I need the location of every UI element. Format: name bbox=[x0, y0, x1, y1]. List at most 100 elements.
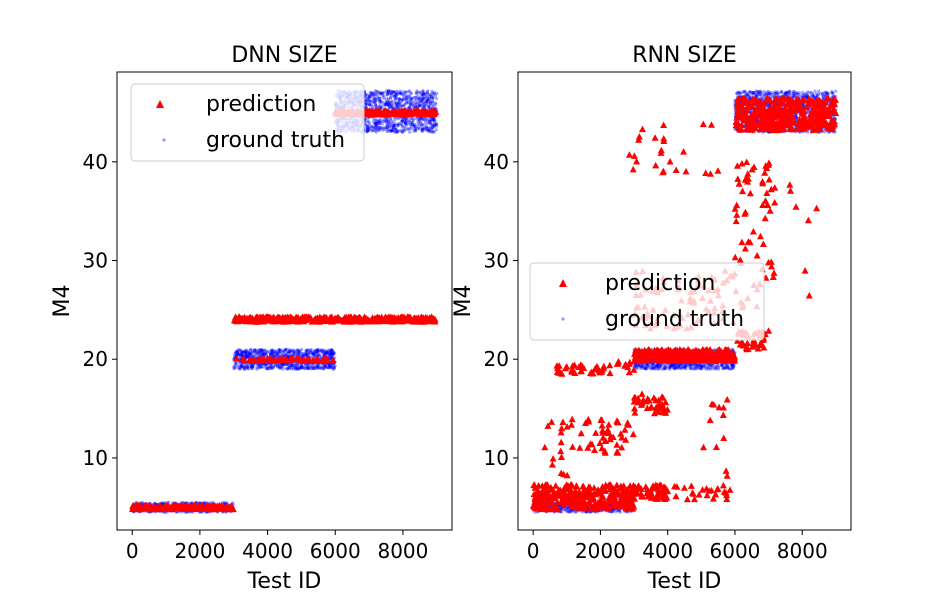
ground-truth-point bbox=[380, 106, 383, 109]
ground-truth-point bbox=[410, 97, 413, 100]
ground-truth-point bbox=[651, 366, 654, 369]
ground-truth-point bbox=[423, 96, 426, 99]
ground-truth-point bbox=[433, 119, 436, 122]
ground-truth-point bbox=[271, 349, 274, 352]
ground-truth-point bbox=[700, 367, 703, 370]
ground-truth-point bbox=[372, 92, 375, 95]
ground-truth-point bbox=[409, 103, 412, 106]
ground-truth-point bbox=[330, 365, 333, 368]
ground-truth-point bbox=[247, 349, 250, 352]
ground-truth-point bbox=[381, 122, 384, 125]
ground-truth-point bbox=[297, 367, 300, 370]
ground-truth-point bbox=[301, 353, 304, 356]
ground-truth-point bbox=[617, 510, 620, 513]
ground-truth-point bbox=[684, 367, 687, 370]
ground-truth-point bbox=[419, 100, 422, 103]
ground-truth-point bbox=[407, 128, 410, 131]
ground-truth-point bbox=[398, 98, 401, 101]
ground-truth-point bbox=[287, 364, 290, 367]
ground-truth-point bbox=[400, 98, 403, 101]
ground-truth-point bbox=[249, 352, 252, 355]
ground-truth-point bbox=[673, 366, 676, 369]
ground-truth-point bbox=[368, 103, 371, 106]
ground-truth-point bbox=[431, 126, 434, 129]
ground-truth-point bbox=[401, 125, 404, 128]
ground-truth-point bbox=[393, 98, 396, 101]
ground-truth-point bbox=[291, 364, 294, 367]
ground-truth-point bbox=[430, 130, 433, 133]
ground-truth-point bbox=[367, 125, 370, 128]
ground-truth-point bbox=[250, 366, 253, 369]
ground-truth-point bbox=[367, 94, 370, 97]
chart-title: RNN SIZE bbox=[632, 43, 737, 68]
ground-truth-point bbox=[372, 117, 375, 120]
ground-truth-point bbox=[419, 96, 422, 99]
ground-truth-point bbox=[327, 366, 330, 369]
ground-truth-point bbox=[305, 367, 308, 370]
ground-truth-point bbox=[431, 100, 434, 103]
ground-truth-point bbox=[386, 122, 389, 125]
y-tick-label: 40 bbox=[83, 150, 108, 174]
ground-truth-point bbox=[374, 124, 377, 127]
ground-truth-point bbox=[659, 365, 662, 368]
ground-truth-point bbox=[388, 125, 391, 128]
ground-truth-point bbox=[263, 349, 266, 352]
ground-truth-point bbox=[332, 353, 335, 356]
legend-marker-ground-truth bbox=[162, 138, 165, 141]
x-tick-label: 2000 bbox=[174, 539, 225, 563]
x-axis-label: Test ID bbox=[247, 569, 322, 594]
y-tick-label: 10 bbox=[83, 446, 108, 470]
ground-truth-point bbox=[386, 102, 389, 105]
ground-truth-point bbox=[426, 127, 429, 130]
ground-truth-point bbox=[261, 350, 264, 353]
ground-truth-point bbox=[413, 123, 416, 126]
ground-truth-point bbox=[276, 350, 279, 353]
ground-truth-point bbox=[432, 96, 435, 99]
ground-truth-point bbox=[423, 106, 426, 109]
ground-truth-point bbox=[385, 126, 388, 129]
y-tick-label: 30 bbox=[83, 249, 108, 273]
ground-truth-point bbox=[263, 366, 266, 369]
ground-truth-point bbox=[395, 102, 398, 105]
legend: prediction ground truth bbox=[131, 84, 364, 161]
ground-truth-point bbox=[408, 123, 411, 126]
ground-truth-point bbox=[432, 91, 435, 94]
ground-truth-point bbox=[245, 355, 248, 358]
ground-truth-point bbox=[232, 366, 235, 369]
ground-truth-point bbox=[300, 364, 303, 367]
ground-truth-point bbox=[309, 350, 312, 353]
ground-truth-point bbox=[374, 89, 377, 92]
ground-truth-point bbox=[240, 365, 243, 368]
x-tick-label: 0 bbox=[126, 539, 139, 563]
ground-truth-point bbox=[435, 128, 438, 131]
ground-truth-point bbox=[256, 350, 259, 353]
ground-truth-point bbox=[425, 118, 428, 121]
ground-truth-point bbox=[253, 351, 256, 354]
ground-truth-point bbox=[365, 99, 368, 102]
ground-truth-point bbox=[319, 365, 322, 368]
legend-label-prediction: prediction bbox=[206, 92, 316, 117]
ground-truth-point bbox=[400, 119, 403, 122]
ground-truth-point bbox=[414, 96, 417, 99]
ground-truth-point bbox=[391, 128, 394, 131]
ground-truth-point bbox=[243, 349, 246, 352]
ground-truth-point bbox=[729, 367, 732, 370]
ground-truth-point bbox=[397, 123, 400, 126]
ground-truth-point bbox=[386, 92, 389, 95]
ground-truth-point bbox=[407, 120, 410, 123]
ground-truth-point bbox=[376, 95, 379, 98]
ground-truth-point bbox=[373, 97, 376, 100]
ground-truth-point bbox=[289, 352, 292, 355]
ground-truth-point bbox=[708, 364, 711, 367]
ground-truth-point bbox=[574, 510, 577, 513]
ground-truth-point bbox=[419, 103, 422, 106]
ground-truth-point bbox=[714, 365, 717, 368]
ground-truth-point bbox=[400, 105, 403, 108]
y-axis-label: M4 bbox=[50, 285, 75, 318]
ground-truth-point bbox=[395, 128, 398, 131]
ground-truth-point bbox=[567, 510, 570, 513]
ground-truth-point bbox=[312, 352, 315, 355]
ground-truth-point bbox=[236, 353, 239, 356]
ground-truth-point bbox=[292, 350, 295, 353]
ground-truth-point bbox=[367, 129, 370, 132]
